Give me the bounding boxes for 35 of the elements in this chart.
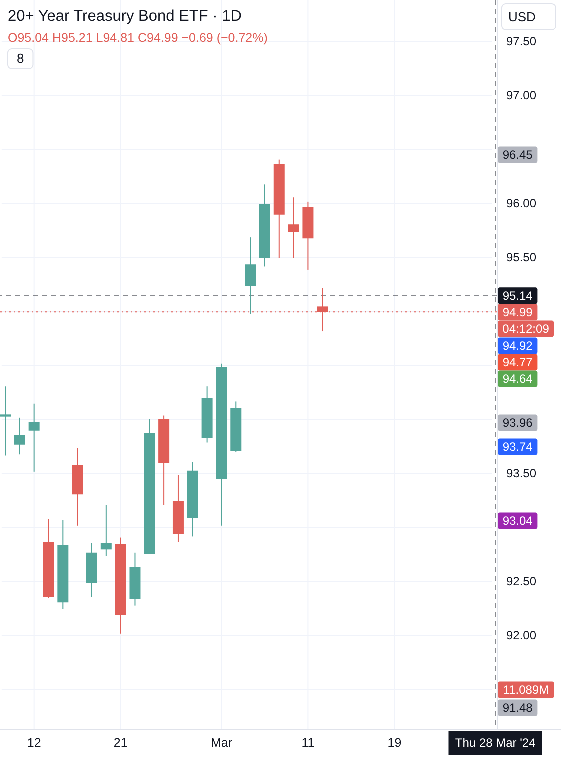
y-tick-label: 92.00 bbox=[506, 628, 537, 642]
y-tick-label: 93.50 bbox=[506, 466, 537, 480]
y-tick-label: 92.50 bbox=[506, 574, 537, 588]
x-tick-label: Thu 28 Mar '24 bbox=[455, 736, 536, 750]
text: 94.64 bbox=[502, 372, 534, 386]
x-tick-label: 12 bbox=[27, 736, 42, 750]
candlestick bbox=[14, 417, 26, 456]
x-tick-label: Mar bbox=[210, 736, 232, 750]
y-tick-label: 97.00 bbox=[506, 88, 537, 103]
text: 94.77 bbox=[502, 356, 534, 370]
text: 20+ Year Treasury Bond ETF · 1D bbox=[8, 8, 242, 25]
x-tick-label: 11 bbox=[302, 736, 315, 750]
y-tick-label: 96.00 bbox=[506, 196, 537, 211]
candlestick bbox=[100, 504, 112, 557]
x-tick-label: 19 bbox=[388, 736, 402, 750]
text: 11.089M bbox=[503, 683, 550, 697]
candlestick bbox=[288, 197, 300, 259]
ref-line-label: 95.14 bbox=[502, 288, 534, 303]
text: O95.04 H95.21 L94.81 C94.99 −0.69 (−0.72%) bbox=[8, 31, 268, 45]
candlestick bbox=[0, 386, 11, 456]
text: 94.92 bbox=[502, 339, 534, 353]
text: 91.48 bbox=[502, 701, 534, 715]
y-tick-label: 95.50 bbox=[506, 250, 537, 265]
text: 93.74 bbox=[502, 440, 534, 454]
ref-line-label: 94.99 bbox=[502, 305, 534, 320]
x-tick-label: 21 bbox=[114, 736, 128, 750]
text: 04:12:09 bbox=[502, 322, 550, 336]
annotation: 8 bbox=[16, 51, 24, 66]
candlestick bbox=[245, 237, 256, 315]
text: 93.04 bbox=[502, 514, 534, 528]
text: 93.96 bbox=[502, 416, 534, 430]
y-axis-title: USD bbox=[508, 10, 536, 24]
candlestick bbox=[28, 403, 40, 472]
y-tick-label: 97.50 bbox=[506, 34, 537, 49]
text: 96.45 bbox=[502, 148, 534, 162]
